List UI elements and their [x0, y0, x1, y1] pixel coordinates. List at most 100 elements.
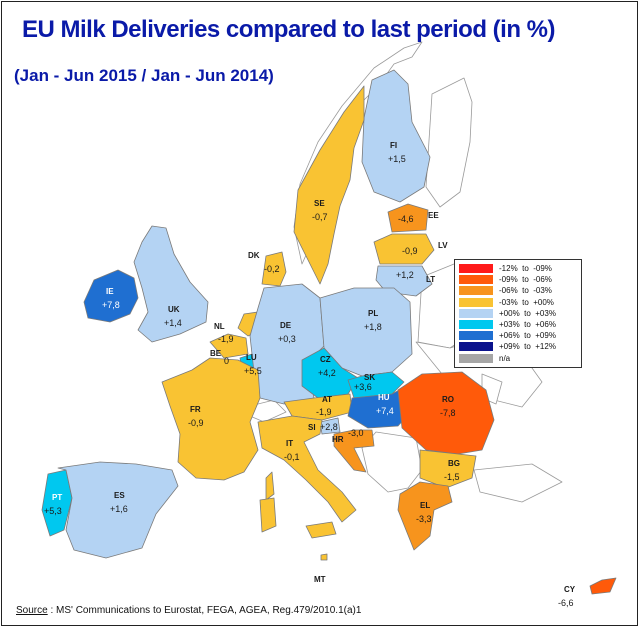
legend-swatch [459, 264, 493, 274]
source-note: Source : MS' Communications to Eurostat,… [16, 605, 361, 616]
label-value-IT: -0,1 [284, 452, 300, 462]
label-code-CY: CY [564, 585, 576, 594]
label-code-EL: EL [420, 501, 430, 510]
country-FI [361, 69, 431, 203]
label-code-PL: PL [368, 309, 378, 318]
label-code-LV: LV [438, 241, 448, 250]
label-value-UK: +1,4 [164, 318, 182, 328]
label-code-IT: IT [286, 439, 293, 448]
label-value-DK: -0,2 [264, 264, 280, 274]
label-code-FR: FR [190, 405, 201, 414]
label-value-ES: +1,6 [110, 504, 128, 514]
label-value-LT: +1,2 [396, 270, 414, 280]
country-RO [397, 371, 495, 455]
legend-label: +09% to +12% [499, 342, 556, 352]
label-value-CZ: +4,2 [318, 368, 336, 378]
country-CY [589, 577, 617, 595]
label-value-AT: -1,9 [316, 407, 332, 417]
source-text: : MS' Communications to Eurostat, FEGA, … [47, 605, 362, 616]
legend-label: +03% to +06% [499, 320, 556, 330]
source-key: Source [16, 605, 48, 616]
label-value-PL: +1,8 [364, 322, 382, 332]
label-code-NL: NL [214, 322, 225, 331]
label-code-HU: HU [378, 393, 390, 402]
label-code-EE: EE [428, 211, 439, 220]
legend-label: -12% to -09% [499, 264, 552, 274]
turkey-area [473, 463, 563, 503]
legend-label: +00% to +03% [499, 308, 556, 318]
country-SE [293, 85, 365, 285]
label-code-SE: SE [314, 199, 325, 208]
legend-label: -03% to +00% [499, 297, 554, 307]
balkans-area [361, 431, 423, 493]
country-SI [319, 417, 341, 435]
label-value-BG: -1,5 [444, 472, 460, 482]
label-code-IE: IE [106, 287, 114, 296]
country-BG [419, 449, 477, 489]
map-subtitle: (Jan - Jun 2015 / Jan - Jun 2014) [14, 66, 274, 85]
legend-swatch [459, 286, 493, 296]
country-EE [387, 203, 429, 233]
label-value-SE: -0,7 [312, 212, 328, 222]
legend-row: n/a [459, 353, 577, 364]
country-IT [257, 415, 357, 523]
label-value-LV: -0,9 [402, 246, 418, 256]
country-ES [57, 461, 179, 559]
country-IT-sardinia [259, 497, 277, 533]
label-code-LU: LU [246, 353, 257, 362]
label-code-LT: LT [426, 275, 435, 284]
label-value-HR: -3,0 [348, 428, 364, 438]
legend-swatch [459, 275, 493, 285]
label-code-AT: AT [322, 395, 332, 404]
country-BE [209, 333, 249, 359]
legend-row: +03% to +06% [459, 319, 577, 330]
label-code-CZ: CZ [320, 355, 331, 364]
legend-label: -09% to -06% [499, 275, 552, 285]
label-code-HR: HR [332, 435, 344, 444]
label-code-BG: BG [448, 459, 460, 468]
label-value-EL: -3,3 [416, 514, 432, 524]
legend-row: +00% to +03% [459, 308, 577, 319]
legend-swatch [459, 297, 493, 307]
country-MT [320, 553, 328, 561]
label-value-SI: +2,8 [320, 422, 338, 432]
label-value-FI: +1,5 [388, 154, 406, 164]
legend-swatch [459, 353, 493, 363]
label-code-MT: MT [314, 575, 326, 584]
legend-swatch [459, 342, 493, 352]
label-code-SK: SK [364, 373, 375, 382]
russia-north-area [425, 77, 473, 208]
legend-row: +06% to +09% [459, 330, 577, 341]
country-IE [83, 269, 139, 323]
label-value-HU: +7,4 [376, 406, 394, 416]
label-value-BE: 0 [224, 356, 229, 366]
country-EL [397, 481, 453, 551]
legend-row: +09% to +12% [459, 341, 577, 352]
label-value-IE: +7,8 [102, 300, 120, 310]
legend-swatch [459, 320, 493, 330]
legend-label: -06% to -03% [499, 286, 552, 296]
legend-swatch [459, 331, 493, 341]
country-DK [261, 251, 287, 287]
label-value-CY: -6,6 [558, 598, 574, 608]
label-value-PT: +5,3 [44, 506, 62, 516]
map-legend: -12% to -09% -09% to -06% -06% to -03% -… [454, 259, 582, 368]
label-value-DE: +0,3 [278, 334, 296, 344]
label-code-FI: FI [390, 141, 397, 150]
label-code-ES: ES [114, 491, 125, 500]
label-code-PT: PT [52, 493, 62, 502]
label-code-RO: RO [442, 395, 454, 404]
legend-row: -03% to +00% [459, 297, 577, 308]
label-value-FR: -0,9 [188, 418, 204, 428]
legend-row: -12% to -09% [459, 263, 577, 274]
label-code-SI: SI [308, 423, 316, 432]
label-code-DE: DE [280, 321, 292, 330]
label-code-UK: UK [168, 305, 180, 314]
map-title: EU Milk Deliveries compared to last peri… [22, 16, 555, 43]
legend-swatch [459, 308, 493, 318]
country-LV [373, 233, 435, 265]
label-value-LU: +5,5 [244, 366, 262, 376]
label-code-DK: DK [248, 251, 260, 260]
legend-label: +06% to +09% [499, 331, 556, 341]
